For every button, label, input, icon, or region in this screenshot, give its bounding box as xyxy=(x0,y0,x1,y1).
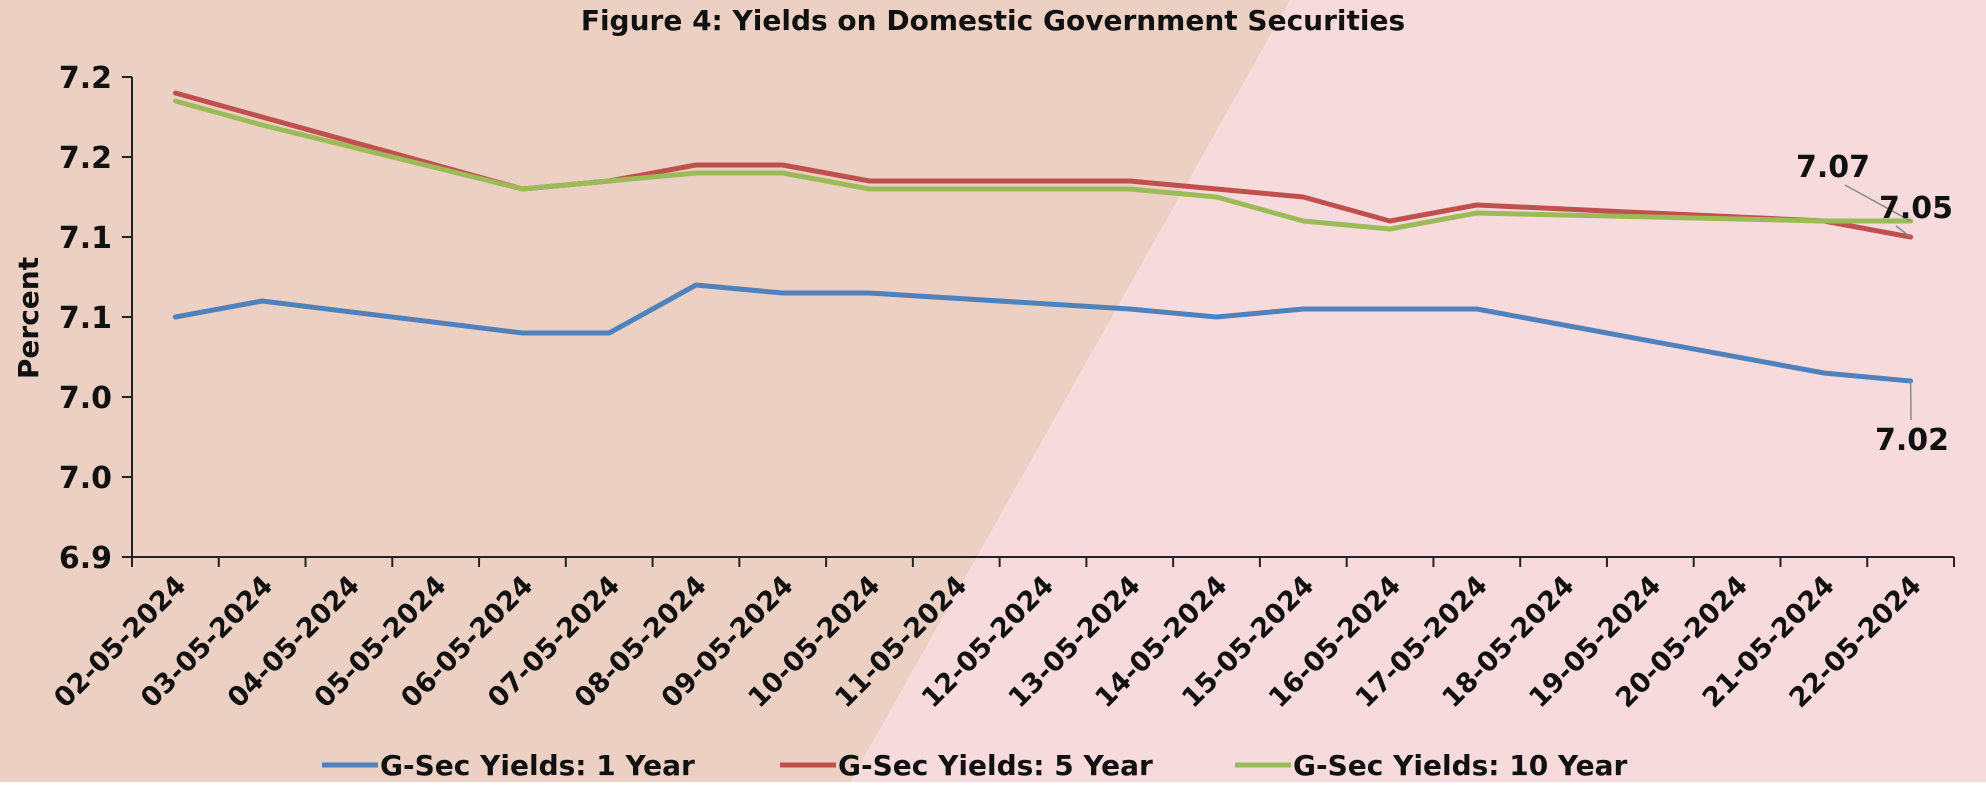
data-label: 7.07 xyxy=(1796,150,1870,185)
y-tick-label: 7.2 xyxy=(59,61,112,96)
legend-label: G-Sec Yields: 10 Year xyxy=(1293,749,1628,782)
y-tick-label: 7.2 xyxy=(59,141,112,176)
y-axis-title: Percent xyxy=(12,257,45,379)
y-tick-label: 7.0 xyxy=(59,461,112,496)
y-tick-label: 6.9 xyxy=(59,541,112,576)
legend-label: G-Sec Yields: 5 Year xyxy=(838,749,1153,782)
data-label: 7.05 xyxy=(1879,191,1953,226)
y-tick-label: 7.1 xyxy=(59,221,112,256)
chart-title: Figure 4: Yields on Domestic Government … xyxy=(581,4,1405,37)
data-label: 7.02 xyxy=(1875,423,1949,458)
y-tick-label: 7.1 xyxy=(59,301,112,336)
legend: G-Sec Yields: 1 Year G-Sec Yields: 5 Year… xyxy=(322,749,1628,782)
y-tick-label: 7.0 xyxy=(59,381,112,416)
legend-label: G-Sec Yields: 1 Year xyxy=(380,749,695,782)
